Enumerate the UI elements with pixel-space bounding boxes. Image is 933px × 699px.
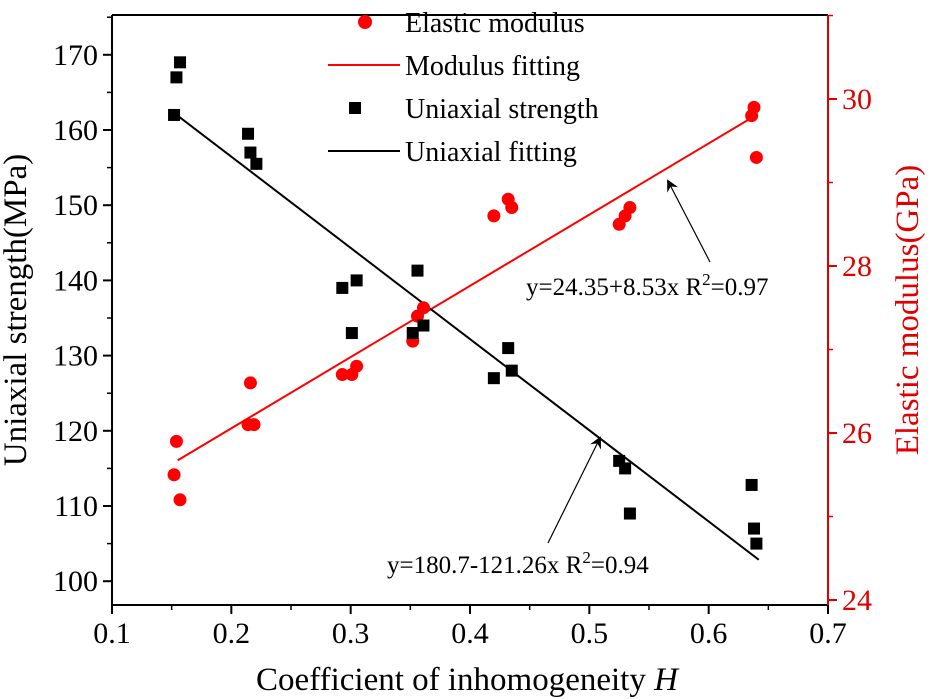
y-left-tick-label: 150 (53, 189, 98, 222)
modulus-point (747, 100, 761, 114)
strength-point (336, 281, 349, 294)
y-left-tick-label: 140 (53, 264, 98, 297)
x-tick-label: 0.1 (93, 617, 131, 650)
strength-point (250, 157, 263, 170)
x-tick-label: 0.4 (451, 617, 489, 650)
modulus-point (749, 150, 763, 164)
y-axis-title-right: Elastic modulus(GPa) (890, 165, 926, 456)
legend-circle-marker (358, 15, 372, 29)
legend-label: Elastic modulus (405, 8, 585, 39)
strength-point (406, 327, 419, 340)
y-right-tick-label: 26 (842, 417, 872, 450)
modulus-point (335, 368, 349, 382)
strength-point (242, 127, 255, 140)
modulus-point (487, 209, 501, 223)
modulus-point (623, 201, 637, 215)
modulus-point (247, 418, 261, 432)
y-left-tick-label: 170 (53, 39, 98, 72)
legend-label: Uniaxial fitting (405, 137, 577, 168)
y-axis-title-left: Uniaxial strength(MPa) (0, 154, 34, 467)
strength-point (619, 462, 632, 475)
y-left-tick-label: 130 (53, 340, 98, 373)
modulus-point (173, 493, 187, 507)
modulus-annotation: y=24.35+8.53x R2=0.97 (526, 270, 768, 301)
strength-point (745, 478, 758, 491)
y-left-tick-label: 100 (53, 565, 98, 598)
strength-annotation: y=180.7-121.26x R2=0.94 (387, 548, 649, 579)
strength-point (748, 522, 761, 535)
strength-fit-line (177, 114, 760, 561)
strength-point (417, 319, 430, 332)
modulus-point (167, 468, 181, 482)
strength-point (345, 327, 358, 340)
modulus-point (243, 376, 257, 390)
modulus-point (350, 359, 364, 373)
strength-point (174, 56, 187, 69)
modulus-fit-line (177, 116, 754, 462)
y-left-tick-label: 120 (53, 415, 98, 448)
strength-point (623, 507, 636, 520)
modulus-annotation-arrow (667, 179, 711, 263)
modulus-point (505, 201, 519, 215)
modulus-point (169, 434, 183, 448)
x-tick-label: 0.5 (571, 617, 609, 650)
strength-point (168, 108, 181, 121)
strength-annotation-arrow (547, 436, 601, 544)
y-left-tick-label: 110 (54, 490, 98, 523)
x-tick-label: 0.6 (690, 617, 728, 650)
legend-square-marker (349, 102, 361, 114)
x-tick-label: 0.3 (332, 617, 370, 650)
strength-point (411, 264, 424, 277)
x-tick-label: 0.7 (809, 617, 847, 650)
strength-point (505, 364, 518, 377)
y-right-tick-label: 24 (842, 584, 872, 617)
y-right-tick-label: 30 (842, 83, 872, 116)
legend-label: Uniaxial strength (405, 94, 599, 125)
y-right-tick-label: 28 (842, 250, 872, 283)
strength-point (487, 372, 500, 385)
x-tick-label: 0.2 (213, 617, 251, 650)
x-axis-title: Coefficient of inhomogeneity H (256, 662, 680, 698)
strength-point (170, 71, 183, 84)
strength-point (502, 342, 515, 355)
modulus-point (416, 301, 430, 315)
y-left-tick-label: 160 (53, 114, 98, 147)
strength-point (750, 537, 763, 550)
strength-point (244, 146, 257, 159)
strength-point (350, 274, 363, 287)
legend-label: Modulus fitting (405, 51, 580, 82)
